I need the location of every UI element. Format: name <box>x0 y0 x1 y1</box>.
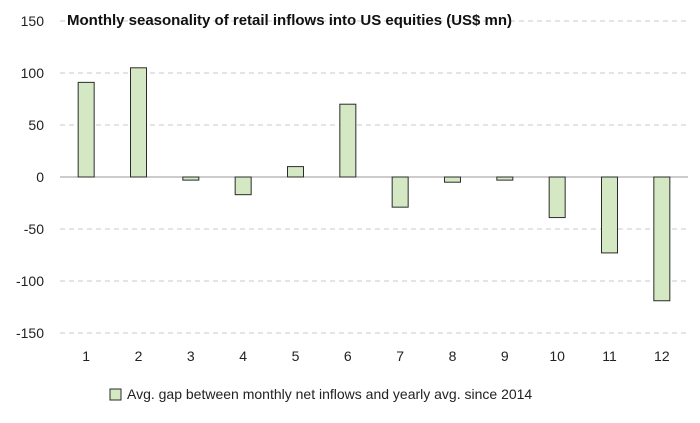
gridlines <box>60 20 688 334</box>
bar-month-6 <box>339 103 357 178</box>
y-tick-label: -150 <box>16 325 44 341</box>
bars <box>77 67 671 302</box>
x-tick-label: 7 <box>396 348 404 364</box>
x-tick-label: 6 <box>344 348 352 364</box>
y-tick-label: -50 <box>24 221 44 237</box>
bar-month-11 <box>601 176 618 254</box>
legend: Avg. gap between monthly net inflows and… <box>109 386 532 402</box>
x-tick-label: 4 <box>239 348 247 364</box>
y-axis-tick-labels: 150 100 50 0 -50 -100 -150 <box>16 13 44 341</box>
x-axis-tick-labels: 1 2 3 4 5 6 7 8 9 10 11 12 <box>82 348 670 364</box>
bar-month-5 <box>287 166 304 178</box>
bar-month-7 <box>391 176 409 208</box>
x-tick-label: 3 <box>187 348 195 364</box>
x-tick-label: 11 <box>602 348 617 364</box>
y-tick-label: -100 <box>16 273 44 289</box>
x-tick-label: 1 <box>82 348 90 364</box>
bar-month-4 <box>234 176 252 196</box>
bar-month-12 <box>653 176 671 302</box>
bar-month-1 <box>77 81 95 178</box>
bar-month-8 <box>444 176 461 183</box>
bar-month-9 <box>496 176 514 181</box>
bar-month-2 <box>130 67 147 178</box>
y-tick-label: 100 <box>21 65 45 81</box>
legend-swatch <box>109 388 122 401</box>
legend-label: Avg. gap between monthly net inflows and… <box>127 386 532 402</box>
x-tick-label: 8 <box>449 348 457 364</box>
x-tick-label: 10 <box>549 348 565 364</box>
x-tick-label: 12 <box>654 348 670 364</box>
y-tick-label: 150 <box>21 13 45 29</box>
x-tick-label: 2 <box>135 348 143 364</box>
chart-title: Monthly seasonality of retail inflows in… <box>67 12 512 29</box>
y-tick-label: 50 <box>28 117 44 133</box>
bar-month-10 <box>548 176 566 219</box>
x-tick-label: 5 <box>292 348 300 364</box>
bar-month-3 <box>182 176 200 181</box>
y-tick-label: 0 <box>36 169 44 185</box>
x-tick-label: 9 <box>501 348 509 364</box>
